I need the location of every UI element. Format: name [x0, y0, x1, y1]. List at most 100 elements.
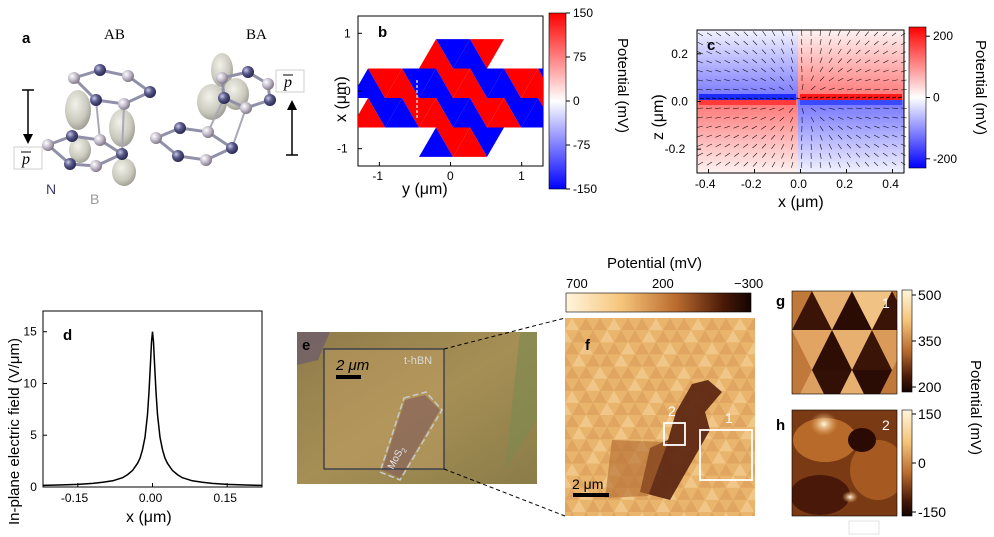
moire-triangle [726, 524, 740, 536]
field-arrow [855, 68, 862, 73]
moire-triangle [670, 354, 684, 367]
moire-triangle [737, 511, 743, 516]
moire-triangle [705, 414, 719, 428]
field-arrow [733, 143, 740, 148]
scale-bar [336, 375, 361, 379]
moire-triangle [572, 354, 586, 367]
domain-triangle [436, 39, 470, 69]
domain-triangle [538, 68, 543, 78]
field-arrow [864, 31, 870, 37]
moire-triangle [551, 318, 565, 330]
roi-box-2 [663, 422, 686, 446]
field-arrow [734, 31, 740, 37]
moire-triangle [677, 487, 691, 500]
moire-triangle [544, 427, 558, 439]
field-arrow [770, 125, 776, 131]
moire-triangle [607, 390, 621, 403]
field-arrow [873, 79, 880, 82]
field-arrow [891, 79, 898, 82]
moire-triangle [719, 463, 733, 476]
moire-triangle [656, 330, 670, 343]
scale-label: 2 μm [335, 357, 369, 374]
orbital-lobe [69, 137, 91, 163]
interlayer-bond [95, 99, 101, 141]
field-arrow [777, 97, 783, 100]
strip-bottom-red [699, 100, 796, 105]
field-arrow [800, 161, 803, 168]
field-arrow [801, 96, 807, 99]
domain-triangles [358, 39, 543, 157]
moire-triangle [586, 330, 600, 343]
field-arrow [846, 125, 853, 130]
field-arrow [741, 97, 747, 100]
field-arrow [819, 96, 825, 99]
atom-n [116, 148, 128, 160]
potential-blob [850, 440, 897, 500]
domain-triangle [470, 127, 504, 157]
moire-triangle [628, 378, 642, 391]
y-tick-label: 0.0 [671, 95, 688, 109]
region-label: 2 [882, 417, 890, 433]
field-arrow [867, 96, 873, 99]
domain-triangle [368, 98, 402, 128]
moire-triangle [537, 391, 551, 403]
moire-triangle [761, 391, 775, 403]
field-arrow [900, 42, 906, 46]
moire-triangle [677, 366, 691, 379]
y-tick-label: -1 [337, 142, 348, 156]
atom-n [66, 130, 78, 142]
moire-triangle [551, 391, 565, 403]
moire-triangle [649, 366, 663, 379]
field-arrow [771, 39, 776, 46]
field-arrow [801, 84, 804, 91]
field-arrow [846, 143, 852, 149]
atom-n [90, 94, 102, 106]
moire-triangle [586, 475, 600, 488]
triangle-domain-light [792, 330, 832, 370]
field-arrow [724, 79, 731, 82]
field-arrow [828, 48, 832, 55]
moire-triangle [705, 439, 719, 452]
field-arrow [780, 66, 785, 73]
moire-triangle [663, 318, 677, 331]
field-arrow [706, 116, 713, 119]
moire-triangle [635, 342, 649, 355]
moire-triangle [635, 390, 649, 403]
field-arrow [771, 97, 777, 100]
moire-triangle [565, 342, 579, 355]
cb-tick-label: -75 [573, 138, 591, 152]
label-ba: BA [246, 27, 267, 43]
moire-triangle [649, 318, 663, 331]
moire-triangle [544, 451, 558, 463]
moire-triangle [751, 511, 755, 516]
moire-triangle [775, 463, 789, 475]
field-arrow [706, 89, 713, 91]
field-arrow [855, 96, 861, 99]
field-arrow [762, 30, 767, 37]
field-arrow [882, 50, 889, 55]
moire-triangle [677, 318, 691, 331]
moire-triangle [740, 330, 754, 343]
field-arrow [734, 161, 740, 167]
moire-triangle [628, 402, 642, 415]
domain-triangle [538, 98, 543, 107]
moire-triangle [544, 379, 558, 391]
field-arrow [882, 79, 889, 82]
field-arrow [760, 77, 767, 82]
atom-b [200, 154, 212, 166]
panel-b-letter: b [378, 24, 387, 41]
moire-triangle [726, 330, 740, 343]
moire-triangle [551, 463, 565, 475]
field-arrow [780, 57, 785, 64]
field-arrow [761, 49, 767, 55]
moire-triangle [621, 318, 635, 331]
field-arrow [752, 49, 758, 55]
field-arrow [706, 152, 713, 157]
cb-tick-label: 150 [918, 406, 942, 422]
field-arrow [879, 96, 885, 99]
moire-triangle [754, 486, 755, 488]
axis-label-x: x (μm) [126, 509, 172, 526]
panel-g-letter: g [776, 293, 785, 310]
field-arrow [788, 107, 794, 113]
moire-triangle [572, 330, 586, 343]
